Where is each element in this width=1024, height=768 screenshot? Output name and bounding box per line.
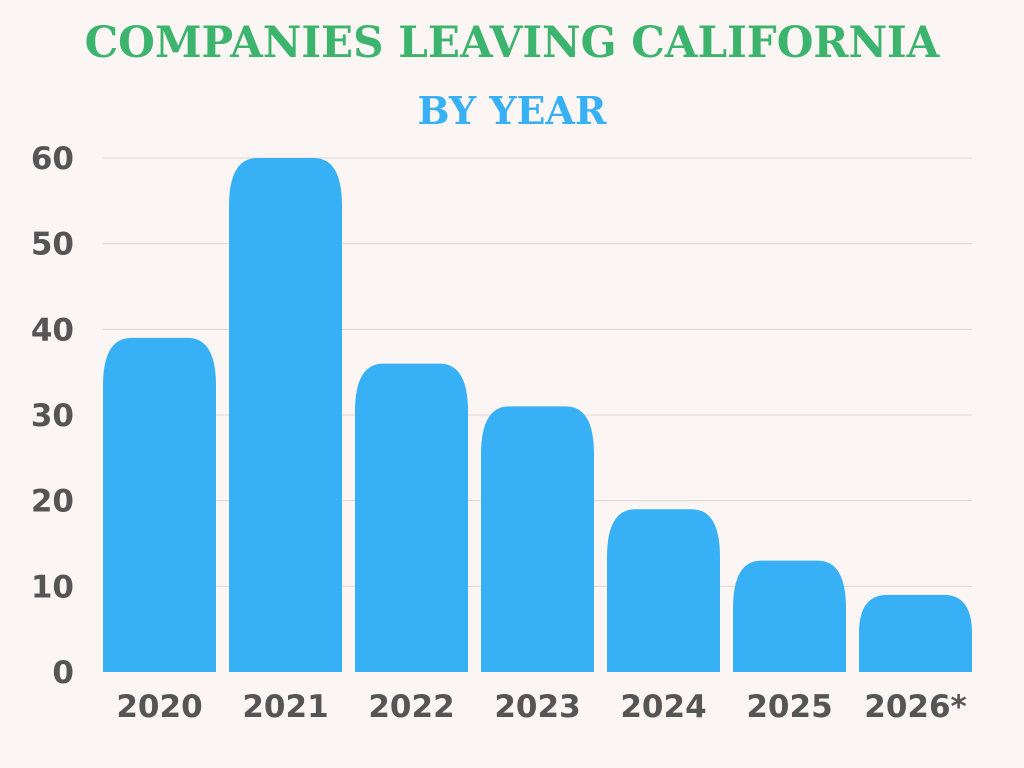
bar-2024 [607, 509, 720, 672]
y-tick-label: 0 [52, 655, 74, 691]
x-tick-label: 2021 [242, 689, 328, 725]
x-tick-label: 2024 [620, 689, 706, 725]
y-tick-label: 30 [31, 398, 74, 434]
bar-2022 [355, 363, 468, 672]
chart-subtitle: BY YEAR [417, 88, 607, 133]
bar-2020 [103, 337, 216, 672]
y-tick-label: 20 [31, 484, 74, 520]
bar-2026 [859, 594, 972, 672]
chart-title: COMPANIES LEAVING CALIFORNIA [84, 18, 940, 68]
y-tick-label: 50 [31, 227, 74, 263]
bar-2021 [229, 158, 342, 672]
x-tick-label: 2025 [746, 689, 832, 725]
y-tick-label: 40 [31, 312, 74, 348]
bar-2025 [733, 560, 846, 672]
bar-2023 [481, 406, 594, 672]
x-tick-label: 2022 [368, 689, 454, 725]
y-tick-label: 10 [31, 569, 74, 605]
y-tick-label: 60 [31, 141, 74, 177]
x-tick-label: 2026* [864, 689, 967, 725]
x-tick-label: 2020 [116, 689, 202, 725]
x-tick-label: 2023 [494, 689, 580, 725]
